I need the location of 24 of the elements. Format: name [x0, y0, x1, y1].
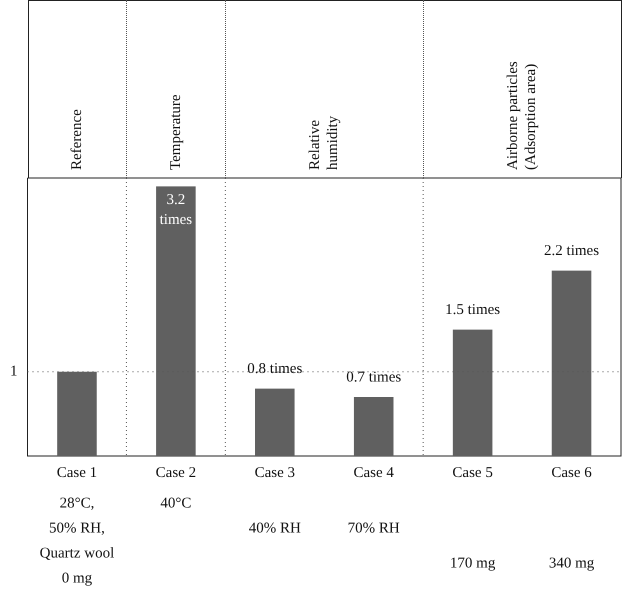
data-label: 0.8 times — [247, 361, 302, 378]
x-tick-label: Case 3 — [254, 464, 296, 481]
text: Temperature — [166, 94, 185, 170]
x-tick-label: Case 1 — [56, 464, 98, 481]
text: 170 mg — [450, 555, 496, 572]
x-tick-label: Case 5 — [452, 464, 493, 481]
text: 28°C, 50% RH, Quartz wool 0 mg — [40, 495, 114, 586]
text: Reference — [68, 109, 86, 170]
x-tick-label: Case 4 — [353, 464, 394, 481]
data-label: 1.5 times — [445, 302, 500, 318]
text: Airborne particles (Adsorption area) — [504, 61, 540, 170]
data-label: 3.2 times — [160, 192, 192, 228]
bar — [354, 397, 394, 456]
text: 40°C — [160, 495, 192, 512]
text: 340 mg — [548, 555, 595, 572]
data-label: 0.7 times — [346, 369, 402, 386]
text: Relative humidity — [306, 116, 342, 170]
x-tick-label: Case 2 — [156, 464, 196, 481]
x-tick-label: Case 6 — [551, 464, 592, 481]
text: 40% RH — [248, 520, 301, 536]
text: 70% RH — [348, 520, 400, 536]
data-label: 2.2 times — [544, 243, 600, 260]
y-tick-label: 1 — [10, 364, 18, 380]
bar — [255, 388, 295, 456]
